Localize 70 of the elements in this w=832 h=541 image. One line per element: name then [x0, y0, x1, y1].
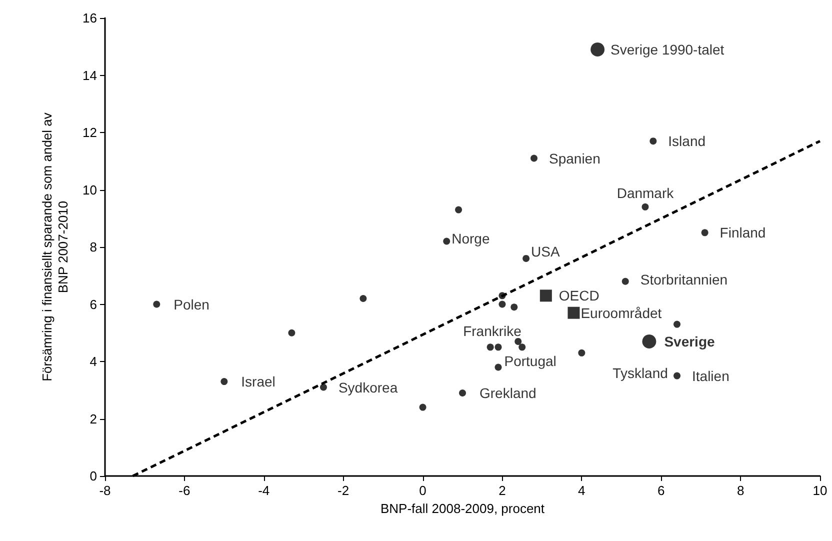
- y-tick-label: 0: [90, 468, 97, 484]
- y-tick-label: 16: [82, 10, 97, 26]
- annotation: Spanien: [549, 150, 600, 166]
- annotation: Sverige: [664, 333, 715, 350]
- point: [153, 300, 160, 308]
- x-tick-label: 2: [498, 483, 506, 498]
- annotation: Sverige 1990-talet: [610, 41, 724, 58]
- point: [419, 404, 426, 411]
- annotation: Finland: [720, 224, 766, 241]
- annotation: Israel: [241, 374, 276, 390]
- y-tick-label: 12: [82, 125, 97, 140]
- x-axis-title: BNP-fall 2008-2009, procent: [380, 501, 545, 516]
- y-tick-label: 2: [90, 411, 97, 426]
- annotation: Danmark: [616, 184, 675, 201]
- annotation: Tyskland: [612, 364, 668, 381]
- annotation: OECD: [558, 288, 600, 304]
- point: [568, 306, 580, 319]
- point: [320, 384, 327, 391]
- point: [498, 292, 506, 300]
- x-tick-label: 10: [812, 483, 828, 498]
- point: [486, 344, 494, 351]
- x-tick-label: -2: [338, 483, 350, 498]
- point: [642, 334, 656, 348]
- point: [540, 290, 552, 302]
- annotation: Grekland: [480, 384, 536, 401]
- point: [522, 254, 530, 262]
- annotation: Polen: [174, 296, 210, 312]
- x-tick-label: 6: [657, 483, 665, 498]
- x-tick-label: -6: [178, 483, 190, 498]
- x-tick-label: 0: [419, 483, 426, 498]
- point: [674, 372, 680, 380]
- point: [622, 278, 629, 285]
- y-tick-label: 4: [90, 354, 97, 369]
- point: [590, 42, 605, 56]
- annotation: Euroområdet: [580, 304, 662, 321]
- x-tick-label: 4: [578, 483, 586, 498]
- x-tick-label: 8: [736, 483, 744, 498]
- point: [701, 229, 708, 236]
- point: [518, 344, 526, 351]
- annotation: Norge: [452, 230, 490, 246]
- y-tick-label: 10: [82, 182, 97, 198]
- point: [494, 344, 502, 351]
- point: [459, 389, 466, 396]
- point: [514, 338, 522, 345]
- x-tick-label: -4: [258, 483, 270, 498]
- y-axis-title: Försämring i finansiellt sparande som andel av BNP 2007-2010: [40, 112, 70, 382]
- point: [494, 364, 502, 371]
- x-tick-label: -8: [99, 483, 111, 498]
- point: [578, 349, 586, 356]
- annotation: USA: [531, 243, 561, 260]
- point: [455, 206, 462, 214]
- point: [288, 329, 296, 336]
- y-tick-label: 8: [90, 240, 97, 254]
- point: [498, 300, 506, 308]
- point: [220, 378, 228, 386]
- point: [530, 154, 538, 162]
- point: [443, 238, 450, 245]
- annotation: Frankrike: [463, 323, 522, 340]
- annotation: Portugal: [504, 353, 556, 370]
- annotation: Italien: [692, 368, 730, 384]
- y-tick-label: 14: [82, 68, 97, 83]
- point: [510, 304, 518, 311]
- annotation: Storbritannien: [640, 271, 728, 288]
- annotation: Sydkorea: [338, 379, 398, 396]
- annotation: Island: [668, 133, 706, 150]
- point: [642, 203, 649, 210]
- point: [650, 138, 657, 145]
- point: [674, 320, 680, 328]
- y-tick-label: 6: [90, 296, 97, 312]
- point: [360, 295, 367, 302]
